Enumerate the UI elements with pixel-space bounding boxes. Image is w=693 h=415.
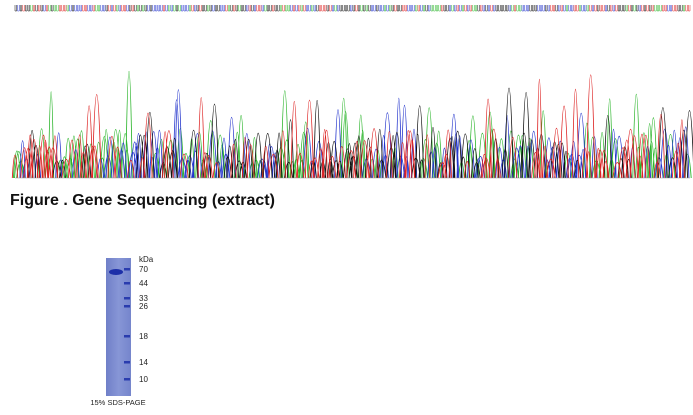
gel-label: 15% SDS-PAGE [90, 398, 145, 407]
marker-label: 26 [139, 302, 148, 311]
marker-label: 10 [139, 375, 148, 384]
marker-label: 70 [139, 265, 148, 274]
ladder-band [124, 378, 130, 381]
marker-label: 14 [139, 358, 148, 367]
trace [11, 74, 685, 179]
figure-caption: Figure . Gene Sequencing (extract) [10, 192, 275, 209]
ladder-band [124, 282, 130, 285]
ladder-band [124, 268, 130, 271]
marker-label: 33 [139, 294, 148, 303]
marker-label: 44 [139, 279, 148, 288]
ladder-band [124, 305, 130, 308]
ladder-band [124, 335, 130, 338]
sequence-strip [22, 5, 691, 12]
sequence-strip [30, 5, 686, 12]
gel-lane [106, 258, 131, 396]
ladder-band [124, 297, 130, 300]
sequence-strip [17, 5, 673, 12]
sequence-strip [14, 5, 683, 12]
marker-label: 18 [139, 332, 148, 341]
sample-band [109, 269, 123, 275]
gel-unit: kDa [139, 255, 154, 264]
chromatogram [11, 5, 693, 179]
trace [19, 89, 690, 179]
ladder-band [124, 361, 130, 364]
